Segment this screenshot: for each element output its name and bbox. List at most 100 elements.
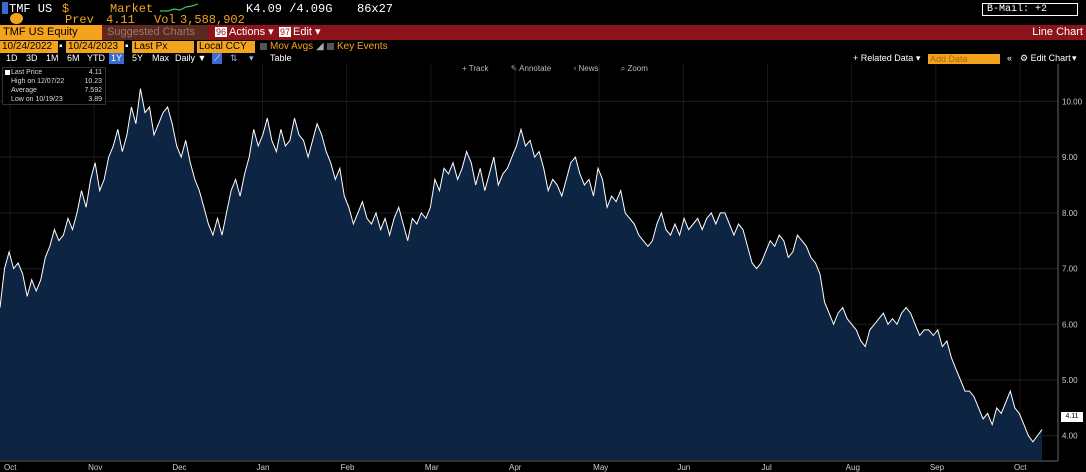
- price-line: [0, 88, 1043, 443]
- caret-down-icon: ▾: [315, 26, 321, 38]
- more-icon[interactable]: ▾: [249, 53, 254, 63]
- ticker-row: TMF US $ Market K4.09 /4.09G 86x27: [0, 0, 1086, 18]
- related-data-label: Related Data: [860, 53, 914, 63]
- legend-low-value: 3.89: [88, 96, 102, 103]
- legend-low-label: Low on 10/19/23: [11, 96, 63, 103]
- edit-label: Edit: [293, 26, 312, 38]
- alert-icon[interactable]: [10, 13, 23, 24]
- x-tick-label: Dec: [172, 463, 186, 472]
- x-tick-label: Sep: [930, 463, 945, 472]
- frequency-select[interactable]: Daily ▼: [175, 53, 206, 64]
- range-3d[interactable]: 3D: [26, 53, 38, 63]
- range-1y[interactable]: 1Y: [109, 53, 125, 64]
- start-date-input[interactable]: 10/24/2022: [0, 41, 58, 53]
- y-tick-label: 6.00: [1062, 320, 1078, 329]
- price-row: Prev 4.11 Vol 3,588,902: [0, 13, 1086, 27]
- legend-last-label: Last Price: [11, 69, 43, 76]
- bid-ask-quote: K4.09 /4.09G: [246, 2, 333, 16]
- actions-menu[interactable]: 96 Actions ▾: [212, 25, 277, 40]
- price-area: [0, 88, 1042, 460]
- legend-avg-label: Average: [11, 87, 37, 94]
- annotate-tool[interactable]: ✎ Annotate: [510, 64, 552, 73]
- currency-select[interactable]: Local CCY: [197, 41, 255, 53]
- edit-chart-label: Edit Chart: [1030, 53, 1071, 63]
- annotate-label: Annotate: [519, 64, 552, 73]
- range-6m[interactable]: 6M: [67, 53, 80, 63]
- x-tick-label: Oct: [1014, 463, 1027, 472]
- ticker-symbol[interactable]: TMF US: [9, 2, 53, 16]
- key-events-toggle[interactable]: Key Events: [327, 41, 388, 53]
- currency-symbol: $: [62, 2, 70, 16]
- legend-avg-value: 7.592: [84, 87, 102, 94]
- news-label: News: [578, 64, 599, 73]
- security-field[interactable]: TMF US Equity: [0, 25, 102, 40]
- y-tick-label: 4.00: [1062, 432, 1078, 441]
- edit-chart-button[interactable]: ⚙ Edit Chart: [1020, 53, 1071, 63]
- legend-high-value: 10.23: [84, 78, 102, 85]
- x-tick-label: Jan: [257, 463, 270, 472]
- last-price-badge: 4.11: [1061, 412, 1083, 422]
- bid-ask-size: 86x27: [357, 2, 394, 16]
- x-tick-label: Jul: [762, 463, 772, 472]
- table-button[interactable]: Table: [270, 53, 292, 63]
- edit-number: 97: [279, 27, 292, 37]
- calendar-icon[interactable]: ▪: [125, 41, 129, 52]
- range-toolbar: 1D 3D 1M 6M YTD 1Y 5Y Max Daily ▼ ⟋ ⇅ ▾ …: [0, 53, 1086, 64]
- x-tick-label: Feb: [341, 463, 355, 472]
- range-ytd[interactable]: YTD: [87, 53, 105, 63]
- caret-down-icon: ▾: [268, 26, 274, 38]
- price-chart[interactable]: Oct Nov Dec Jan Feb Mar Apr May Jun Jul Aug Sep Oct …: [0, 64, 1086, 472]
- y-tick-label: 10.00: [1062, 97, 1083, 106]
- suggested-charts-button[interactable]: Suggested Charts: [104, 25, 208, 40]
- checkbox-icon: [260, 42, 267, 50]
- chart-menu-icon[interactable]: ▾: [1072, 53, 1077, 63]
- edit-menu[interactable]: 97 Edit ▾: [276, 25, 324, 40]
- x-tick-label: Apr: [509, 463, 522, 472]
- actions-number: 96: [215, 27, 228, 37]
- x-tick-label: May: [593, 463, 608, 472]
- range-max[interactable]: Max: [152, 53, 170, 63]
- mov-avgs-label: Mov Avgs: [270, 41, 314, 52]
- legend-high-label: High on 12/07/22: [11, 78, 65, 85]
- legend-last-value: 4.11: [88, 69, 102, 76]
- mov-avgs-toggle[interactable]: Mov Avgs ◢: [260, 41, 324, 53]
- checkbox-icon: [327, 42, 334, 50]
- vol-label: Vol: [154, 13, 176, 27]
- add-data-input[interactable]: Add Data: [928, 54, 1000, 64]
- caret-down-icon: ▼: [197, 53, 207, 63]
- news-tool[interactable]: ▫ News: [573, 64, 599, 73]
- x-tick-label: Mar: [425, 463, 439, 472]
- calendar-icon[interactable]: ▪: [59, 41, 63, 52]
- vol-value: 3,588,902: [180, 13, 245, 27]
- x-tick-label: Oct: [4, 463, 17, 472]
- sparkline-icon: [160, 3, 199, 17]
- y-tick-label: 9.00: [1062, 153, 1078, 162]
- line-chart-icon[interactable]: ⟋: [212, 53, 223, 64]
- date-controls: 10/24/2022 ▪ 10/24/2023 ▪ Last Px Local …: [0, 41, 1086, 53]
- range-1d[interactable]: 1D: [6, 53, 18, 63]
- track-label: Track: [468, 64, 489, 73]
- track-tool[interactable]: + Track: [462, 64, 489, 73]
- y-axis: 4.00 5.00 6.00 7.00 8.00 9.00 10.00: [1057, 64, 1083, 461]
- zoom-tool[interactable]: ⌕ Zoom: [620, 64, 648, 73]
- legend-swatch: [5, 70, 10, 75]
- indicator-icon[interactable]: ⇅: [230, 53, 238, 63]
- actions-label: Actions: [229, 26, 266, 38]
- chart-tools: + Track ✎ Annotate ▫ News ⌕ Zoom: [462, 64, 668, 74]
- y-tick-label: 7.00: [1062, 265, 1078, 274]
- y-tick-label: 8.00: [1062, 209, 1078, 218]
- x-tick-label: Aug: [846, 463, 860, 472]
- market-label: Market: [110, 2, 154, 16]
- range-5y[interactable]: 5Y: [132, 53, 144, 63]
- b-mail-indicator[interactable]: B-Mail: +2: [982, 3, 1078, 16]
- x-tick-label: Nov: [88, 463, 102, 472]
- collapse-icon[interactable]: «: [1007, 53, 1013, 63]
- range-1m[interactable]: 1M: [46, 53, 59, 63]
- end-date-input[interactable]: 10/24/2023: [66, 41, 124, 53]
- related-data-button[interactable]: + Related Data ▾: [853, 53, 921, 63]
- x-tick-label: Jun: [677, 463, 690, 472]
- key-events-label: Key Events: [337, 41, 388, 52]
- y-tick-label: 5.00: [1062, 376, 1078, 385]
- field-select[interactable]: Last Px: [132, 41, 194, 53]
- chart-type-title: Line Chart: [1032, 26, 1083, 38]
